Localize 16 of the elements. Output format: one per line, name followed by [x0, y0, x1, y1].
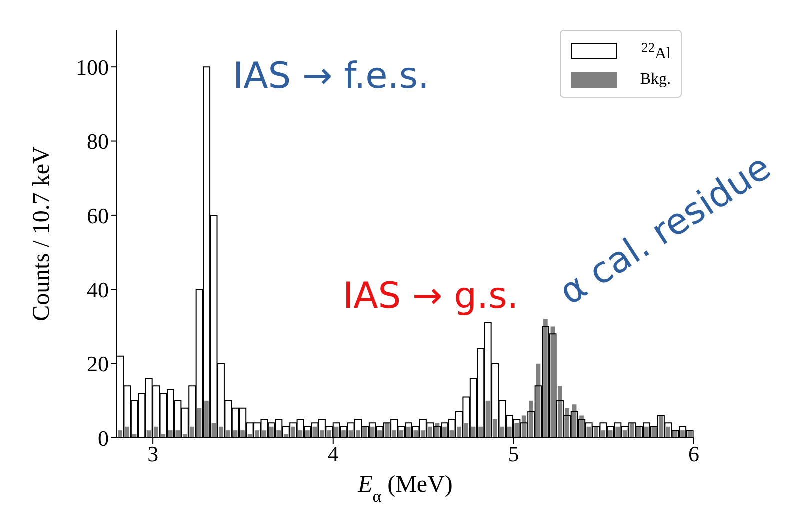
- legend-label: Bkg.: [639, 70, 671, 90]
- y-tick-label: 80: [87, 129, 109, 154]
- y-tick-label: 100: [76, 54, 109, 80]
- x-tick-label: 4: [328, 442, 339, 467]
- x-axis-title: E$_{α}$ (MeV): [357, 472, 453, 506]
- y-tick-label: 0: [98, 426, 109, 451]
- x-tick-label: 3: [148, 442, 159, 467]
- annotation: IAS → f.e.s.: [233, 56, 430, 97]
- legend-label: $^{22}$Al: [640, 39, 671, 64]
- x-tick-label: 5: [508, 442, 520, 467]
- y-tick-label: 20: [87, 352, 109, 377]
- y-tick-label: 60: [87, 203, 109, 228]
- y-axis-title: Counts / 10.7 keV: [29, 146, 55, 322]
- x-tick-label: 6: [688, 442, 700, 467]
- annotation: IAS → g.s.: [343, 276, 519, 317]
- y-tick-label: 40: [87, 277, 109, 302]
